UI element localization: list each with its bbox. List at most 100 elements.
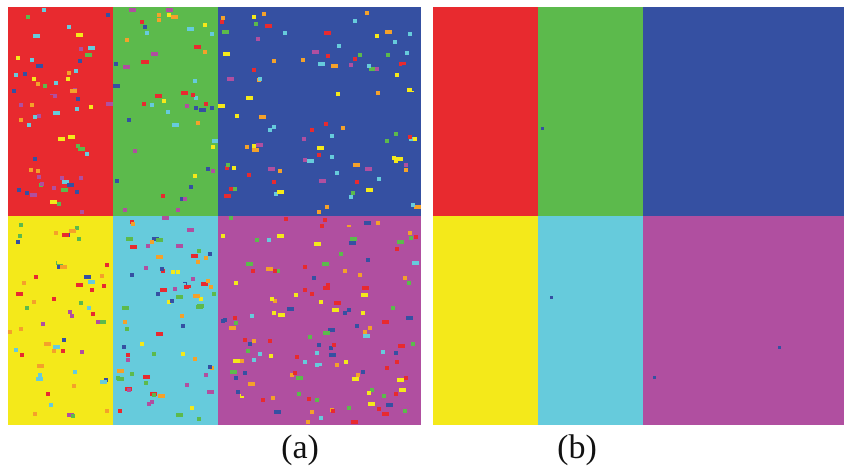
noise-pixel: [234, 321, 238, 325]
noise-pixel: [37, 175, 41, 179]
noise-pixel: [365, 167, 372, 171]
noise-pixel: [231, 309, 235, 313]
noise-pixel: [100, 380, 107, 384]
noise-pixel: [185, 104, 189, 108]
noise-pixel: [16, 56, 20, 60]
noise-pixel: [181, 91, 188, 95]
noise-pixel: [232, 166, 236, 170]
noise-pixel: [382, 320, 389, 324]
noise-pixel: [25, 306, 29, 310]
noise-pixel: [193, 170, 200, 174]
noise-pixel: [268, 128, 272, 132]
noise-pixel: [101, 231, 105, 235]
noise-pixel: [41, 322, 45, 326]
noise-pixel: [252, 148, 259, 152]
noise-pixel: [126, 237, 133, 241]
noise-pixel: [254, 22, 258, 26]
noise-pixel: [67, 71, 71, 75]
noise-pixel: [310, 410, 314, 414]
noise-pixel: [273, 269, 277, 273]
noise-pixel: [268, 167, 275, 171]
noise-pixel: [375, 34, 379, 38]
noise-pixel: [541, 127, 544, 130]
noise-pixel: [26, 15, 30, 19]
noise-pixel: [319, 366, 326, 370]
noise-pixel: [223, 318, 227, 322]
noise-pixel: [350, 237, 357, 241]
noise-pixel: [22, 281, 26, 285]
noise-pixel: [364, 221, 371, 225]
noise-pixel: [353, 57, 357, 61]
noise-pixel: [197, 417, 201, 421]
noise-pixel: [129, 8, 136, 12]
noise-pixel: [297, 392, 301, 396]
noise-pixel: [331, 64, 338, 68]
noise-pixel: [329, 346, 333, 350]
noise-pixel: [99, 131, 103, 135]
noise-pixel: [233, 187, 237, 191]
noise-pixel: [69, 150, 73, 154]
noise-pixel: [62, 233, 69, 237]
noise-pixel: [201, 282, 208, 286]
noise-pixel: [142, 102, 146, 106]
noise-pixel: [344, 382, 348, 386]
noise-pixel: [343, 311, 347, 315]
noise-pixel: [409, 137, 413, 141]
noise-pixel: [314, 242, 321, 246]
noise-pixel: [255, 238, 259, 242]
noise-pixel: [272, 59, 276, 63]
noise-pixel: [332, 343, 336, 347]
noise-pixel: [317, 146, 324, 150]
noise-pixel: [213, 382, 217, 386]
noise-pixel: [366, 258, 370, 262]
noise-pixel: [152, 352, 156, 356]
noise-pixel: [88, 280, 95, 284]
noise-pixel: [25, 241, 29, 245]
noise-pixel: [60, 265, 67, 269]
noise-pixel: [414, 235, 418, 239]
noise-pixel: [240, 279, 247, 283]
noise-pixel: [361, 370, 365, 374]
noise-pixel: [122, 345, 126, 349]
noise-pixel: [373, 311, 380, 315]
noise-pixel: [399, 62, 406, 66]
noise-pixel: [158, 275, 165, 279]
noise-pixel: [99, 320, 106, 324]
noise-pixel: [408, 231, 412, 235]
noise-pixel: [221, 16, 225, 20]
noise-pixel: [123, 208, 127, 212]
noise-pixel: [102, 284, 106, 288]
noise-pixel: [133, 149, 137, 153]
noise-pixel: [324, 31, 331, 35]
noise-pixel: [67, 183, 74, 187]
noise-pixel: [404, 168, 408, 172]
noise-pixel: [310, 292, 314, 296]
noise-pixel: [171, 270, 175, 274]
noise-pixel: [407, 281, 411, 285]
noise-pixel: [319, 300, 323, 304]
noise-pixel: [203, 23, 207, 27]
noise-pixel: [375, 67, 379, 71]
noise-pixel: [76, 33, 83, 37]
noise-pixel: [87, 306, 91, 310]
noise-pixel: [392, 156, 396, 160]
noise-pixel: [76, 283, 83, 287]
noise-pixel: [208, 365, 212, 369]
noise-pixel: [252, 15, 256, 19]
noise-pixel: [227, 77, 234, 81]
noise-pixel: [156, 255, 163, 259]
noise-pixel: [252, 144, 256, 148]
noise-pixel: [234, 281, 238, 285]
noise-pixel: [326, 283, 330, 287]
noise-pixel: [105, 409, 109, 413]
noise-pixel: [283, 31, 287, 35]
noise-pixel: [33, 115, 37, 119]
noise-pixel: [144, 381, 148, 385]
noise-pixel: [67, 25, 71, 29]
noise-pixel: [125, 38, 129, 42]
noise-pixel: [49, 95, 53, 99]
noise-pixel: [162, 216, 169, 220]
noise-pixel: [188, 220, 192, 224]
noise-pixel: [134, 105, 138, 109]
noise-pixel: [294, 293, 298, 297]
